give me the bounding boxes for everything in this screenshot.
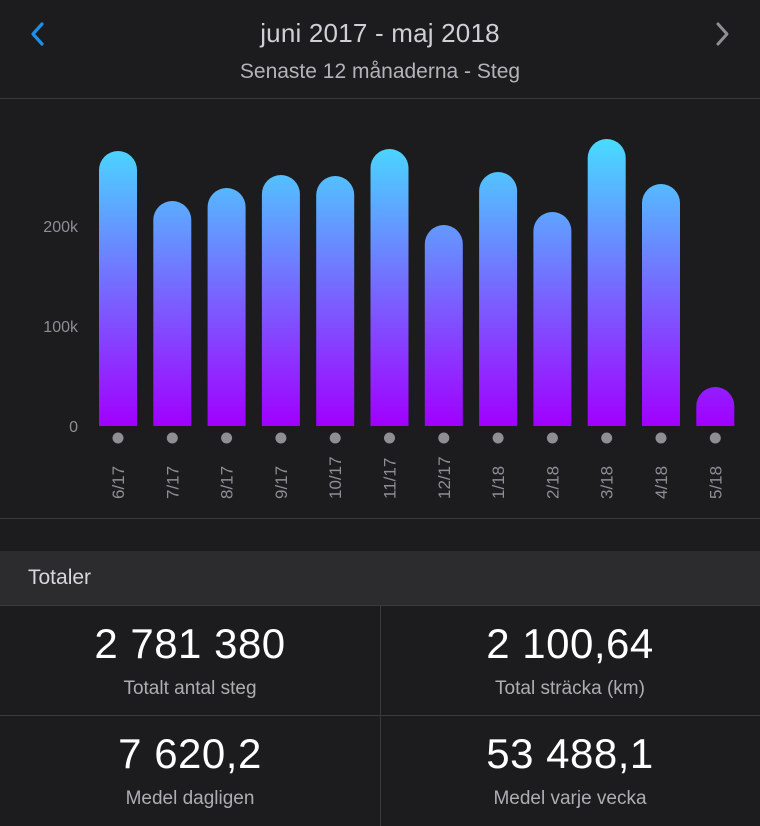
x-tick-label: 9/17 (272, 466, 291, 499)
bar-9-17[interactable] (261, 175, 300, 426)
chevron-left-icon (31, 22, 44, 46)
total-distance-label: Total sträcka (km) (495, 678, 645, 699)
daily-average-label: Medel dagligen (125, 788, 255, 809)
month-dot (492, 432, 504, 444)
bar-12-17[interactable] (424, 225, 463, 426)
x-tick-label: 1/18 (489, 466, 508, 499)
x-tick-label: 6/17 (109, 466, 128, 499)
y-tick-label: 0 (69, 419, 78, 436)
bar-8-17[interactable] (207, 188, 246, 426)
x-tick-label: 8/17 (218, 466, 237, 499)
x-tick-label: 7/17 (163, 466, 182, 499)
daily-average-cell: 7 620,2 Medel dagligen (0, 716, 380, 826)
x-tick-label: 5/18 (706, 466, 725, 499)
daily-average-value: 7 620,2 (118, 730, 262, 777)
bar-11-17[interactable] (370, 149, 409, 426)
weekly-average-label: Medel varje vecka (493, 788, 647, 809)
y-tick-label: 100k (43, 319, 79, 336)
period-subtitle: Senaste 12 månaderna - Steg (239, 60, 521, 83)
month-dot (221, 432, 233, 444)
month-dot (709, 432, 721, 444)
steps-bar-chart: 0 100k 200k 6/17 7/17 8/17 9/17 10/17 11/17 12/1… (0, 99, 760, 519)
grid-divider-vertical (380, 606, 381, 826)
month-dots (112, 432, 721, 444)
chevron-right-icon (716, 22, 729, 46)
weekly-average-value: 53 488,1 (486, 730, 654, 777)
x-tick-label: 12/17 (435, 456, 454, 499)
section-spacer (0, 519, 760, 551)
bar-2-18[interactable] (533, 212, 572, 426)
bar-1-18[interactable] (479, 172, 518, 426)
month-dot (329, 432, 341, 444)
totals-section-header: Totaler (0, 551, 760, 606)
total-steps-cell: 2 781 380 Totalt antal steg (0, 606, 380, 716)
previous-period-button[interactable] (18, 14, 58, 54)
bar-6-17[interactable] (99, 151, 137, 426)
month-dot (384, 432, 395, 444)
period-title: juni 2017 - maj 2018 (260, 18, 500, 48)
x-axis-labels: 6/17 7/17 8/17 9/17 10/17 11/17 12/17 1/18 2/18 3… (109, 456, 725, 499)
bar-10-17[interactable] (316, 176, 355, 426)
month-dot (546, 432, 558, 444)
month-dot (438, 432, 450, 444)
bar-3-18[interactable] (587, 139, 626, 426)
bar-7-17[interactable] (153, 201, 192, 426)
x-tick-label: 4/18 (652, 466, 671, 499)
month-dot (601, 432, 613, 444)
x-tick-label: 2/18 (543, 466, 562, 499)
totals-section-title: Totaler (28, 566, 92, 589)
next-period-button[interactable] (702, 14, 742, 54)
x-tick-label: 3/18 (598, 466, 617, 499)
y-axis: 0 100k 200k (43, 219, 79, 436)
bars (99, 139, 735, 426)
month-dot (655, 432, 667, 444)
x-tick-label: 10/17 (326, 456, 345, 499)
y-tick-label: 200k (43, 219, 79, 236)
weekly-average-cell: 53 488,1 Medel varje vecka (380, 716, 760, 826)
bar-5-18[interactable] (696, 387, 735, 426)
total-distance-cell: 2 100,64 Total sträcka (km) (380, 606, 760, 716)
chart-svg: 0 100k 200k 6/17 7/17 8/17 9/17 10/17 11/17 12/1… (43, 139, 735, 499)
header: juni 2017 - maj 2018 Senaste 12 månadern… (0, 0, 760, 99)
month-dot (166, 432, 178, 444)
totals-grid: 2 781 380 Totalt antal steg 2 100,64 Tot… (0, 606, 760, 826)
total-steps-label: Totalt antal steg (123, 678, 257, 699)
x-tick-label: 11/17 (381, 458, 400, 499)
month-dot (112, 432, 124, 444)
grid-divider-horizontal (0, 715, 760, 716)
bar-4-18[interactable] (642, 184, 680, 426)
total-steps-value: 2 781 380 (94, 620, 286, 667)
month-dot (275, 432, 287, 444)
total-distance-value: 2 100,64 (486, 620, 654, 667)
